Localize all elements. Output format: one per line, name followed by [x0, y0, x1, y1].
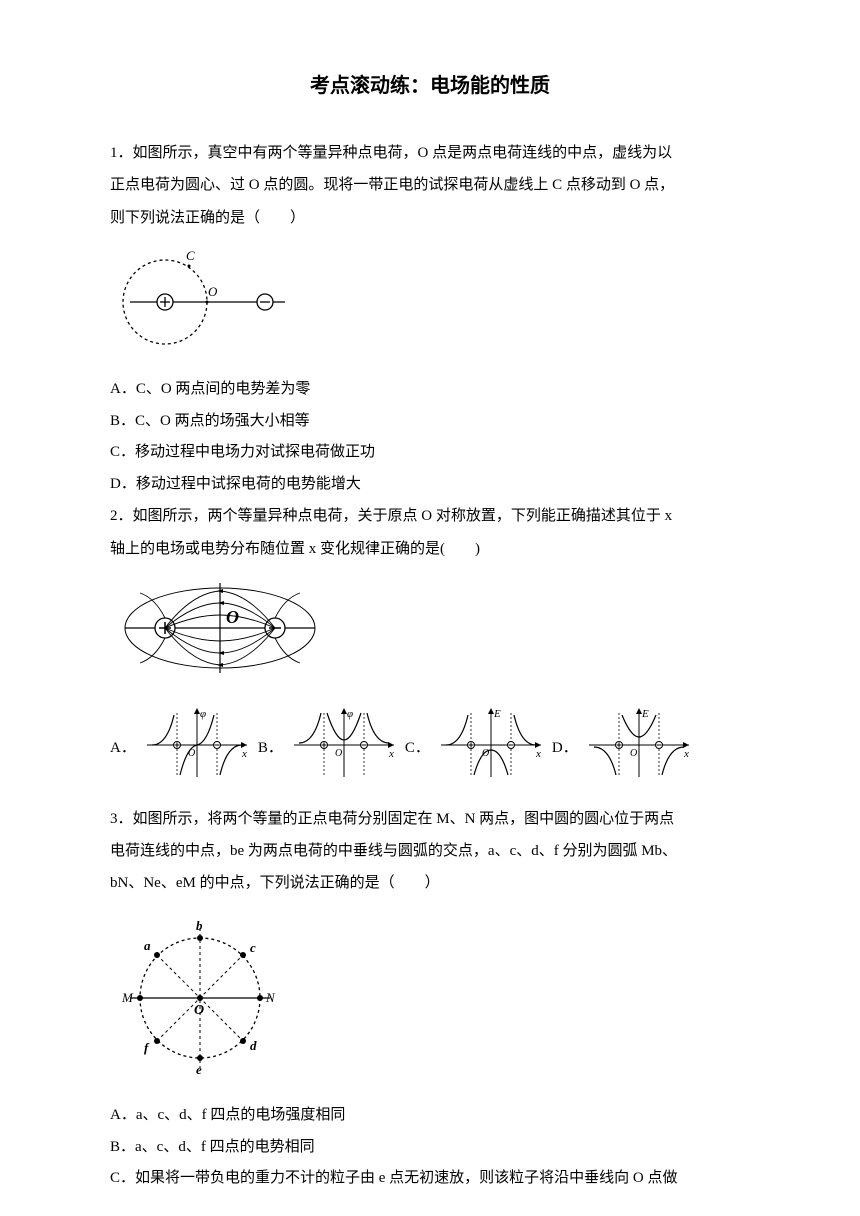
q2-line2: 轴上的电场或电势分布随位置 x 变化规律正确的是( ) — [110, 533, 750, 565]
svg-text:O: O — [630, 748, 637, 759]
q2-optB-graph: φ x O — [289, 705, 399, 793]
svg-text:C: C — [186, 248, 195, 263]
q1-optB: B．C、O 两点的场强大小相等 — [110, 406, 750, 438]
q3-optC: C．如果将一带负电的重力不计的粒子由 e 点无初速放，则该粒子将沿中垂线向 O … — [110, 1163, 750, 1195]
svg-text:M: M — [121, 990, 134, 1005]
q1-optD: D．移动过程中试探电荷的电势能增大 — [110, 469, 750, 501]
svg-text:a: a — [144, 938, 151, 953]
q1-line2: 正点电荷为圆心、过 O 点的圆。现将一带正电的试探电荷从虚线上 C 点移动到 O… — [110, 169, 750, 201]
svg-text:O: O — [335, 748, 342, 759]
q2-optB-label: B． — [258, 733, 283, 765]
svg-text:x: x — [535, 748, 541, 760]
svg-text:O: O — [208, 284, 218, 299]
svg-text:E: E — [493, 708, 501, 720]
svg-text:φ: φ — [347, 708, 353, 720]
q2-optC-graph: E x O — [436, 705, 546, 793]
q2-optC-label: C． — [405, 733, 430, 765]
page-title: 考点滚动练：电场能的性质 — [110, 65, 750, 107]
svg-text:O: O — [188, 748, 195, 759]
q1-figure: O C — [110, 242, 750, 365]
svg-text:O: O — [226, 607, 239, 627]
svg-text:c: c — [250, 940, 256, 955]
svg-text:x: x — [683, 748, 689, 760]
q1-optA: A．C、O 两点间的电势差为零 — [110, 374, 750, 406]
svg-text:e: e — [196, 1062, 202, 1077]
q3-optB: B．a、c、d、f 四点的电势相同 — [110, 1132, 750, 1164]
q2-optA-label: A． — [110, 733, 136, 765]
svg-text:φ: φ — [200, 708, 206, 720]
q1-line3: 则下列说法正确的是（ ） — [110, 202, 750, 234]
q3-line3: bN、Ne、eM 的中点，下列说法正确的是（ ） — [110, 867, 750, 899]
svg-text:E: E — [641, 708, 649, 720]
q2-line1: 2．如图所示，两个等量异种点电荷，关于原点 O 对称放置，下列能正确描述其位于 … — [110, 500, 750, 532]
q2-optD-label: D． — [552, 733, 578, 765]
svg-text:b: b — [196, 918, 203, 933]
q2-figure-main: O — [110, 573, 750, 696]
q3-figure: O M N b e a c d f — [110, 908, 750, 1091]
svg-text:N: N — [265, 990, 276, 1005]
q1-line1: 1．如图所示，真空中有两个等量异种点电荷，O 点是两点电荷连线的中点，虚线为以 — [110, 137, 750, 169]
svg-text:x: x — [241, 748, 247, 760]
q1-optC: C．移动过程中电场力对试探电荷做正功 — [110, 437, 750, 469]
q3-optA: A．a、c、d、f 四点的电场强度相同 — [110, 1100, 750, 1132]
q2-options-row: A． φ x O B． φ x — [110, 705, 750, 793]
svg-text:f: f — [144, 1040, 150, 1055]
svg-text:d: d — [250, 1038, 257, 1053]
svg-text:O: O — [482, 748, 489, 759]
q3-line2: 电荷连线的中点，be 为两点电荷的中垂线与圆弧的交点，a、c、d、f 分别为圆弧… — [110, 835, 750, 867]
q2-optA-graph: φ x O — [142, 705, 252, 793]
svg-text:x: x — [388, 748, 394, 760]
q2-optD-graph: E x O — [584, 705, 694, 793]
svg-text:O: O — [194, 1003, 204, 1018]
q3-line1: 3．如图所示，将两个等量的正点电荷分别固定在 M、N 两点，图中圆的圆心位于两点 — [110, 803, 750, 835]
